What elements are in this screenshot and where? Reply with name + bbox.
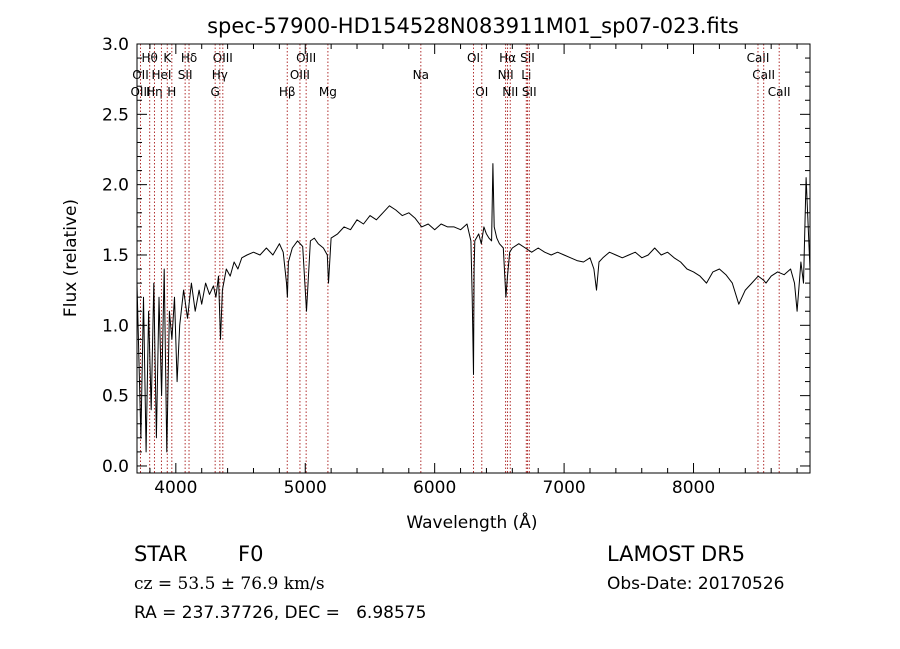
spectral-line-label: HeI [151,68,171,82]
spectral-line-label: OIII [213,51,233,65]
spectral-line-label: Hα [499,51,516,65]
spectral-line-label: OI [475,85,488,99]
axis-ticks: 4000 5000 6000 7000 8000 0.0 0.5 1.0 1.5 2.0 2.5 3.… [102,35,810,498]
spectral-line-label: Mg [319,85,337,99]
y-tick-label: 1.0 [102,316,129,336]
survey-name: LAMOST DR5 [607,542,746,566]
spectral-line-label: Hδ [181,51,197,65]
observation-date: Obs-Date: 20170526 [607,574,785,594]
object-subclass: F0 [238,542,264,566]
redshift-cz: cz = 53.5 ± 76.9 km/s [134,574,325,594]
y-axis-label: Flux (relative) [61,199,81,317]
spectral-line-label: K [163,51,172,65]
y-tick-label: 1.5 [102,246,129,266]
x-tick-label: 7000 [542,478,585,498]
spectral-line-label: OIII [296,51,316,65]
spectral-line-label: SII [522,85,537,99]
spectral-line-label: OI [467,51,480,65]
chart-title: spec-57900-HD154528N083911M01_sp07-023.f… [207,14,739,39]
spectral-line-label: NII [502,85,518,99]
spectral-line-label: Hγ [212,68,228,82]
spectral-line-label: SII [520,51,535,65]
spectral-line-label: NII [498,68,514,82]
y-tick-label: 3.0 [102,35,129,55]
x-tick-label: 8000 [672,478,715,498]
spectral-line-label: SII [178,68,193,82]
spectral-line-label: Li [521,68,531,82]
y-tick-label: 2.5 [102,105,129,125]
y-tick-label: 0.0 [102,457,129,477]
spectral-line-label: Hβ [279,85,296,99]
spectral-line-label: G [211,85,220,99]
x-axis-label: Wavelength (Å) [406,511,537,533]
object-class: STAR [134,542,188,566]
y-tick-label: 2.0 [102,176,129,196]
spectral-line-label: H [167,85,176,99]
spectral-line-label: Hθ [141,51,157,65]
spectrum-line-0 [136,163,811,453]
spectrum-series [136,163,811,453]
spectral-line-label: Na [413,68,429,82]
spectral-line-label: CaII [768,85,791,99]
x-tick-label: 6000 [413,478,456,498]
spectral-line-label: CaII [747,51,770,65]
coordinates: RA = 237.37726, DEC = 6.98575 [134,603,427,623]
spectral-line-label: OIII [130,85,150,99]
y-tick-label: 0.5 [102,387,129,407]
x-tick-label: 4000 [154,478,197,498]
x-tick-label: 5000 [284,478,327,498]
spectral-line-label: OIII [290,68,310,82]
spectral-line-label: OII [132,68,149,82]
spectral-line-label: CaII [752,68,775,82]
spectral-line-label: Hη [146,85,163,99]
plot-frame [136,43,811,474]
